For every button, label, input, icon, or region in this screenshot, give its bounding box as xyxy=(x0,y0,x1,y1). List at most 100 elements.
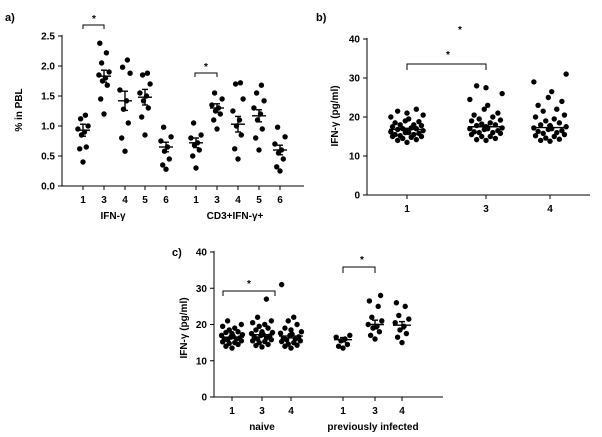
data-point xyxy=(483,137,489,144)
data-point xyxy=(285,318,291,324)
panel-c-yticks: 0 10 20 30 40 xyxy=(196,248,214,404)
panel-b: b) IFN-γ (pg/ml) 0 10 20 30 40 1 3 4 * * xyxy=(316,12,590,215)
xtick-label: 3 xyxy=(259,406,265,417)
panel-a-points xyxy=(75,40,288,174)
data-point xyxy=(476,129,482,136)
data-point xyxy=(397,122,403,128)
data-point xyxy=(232,146,238,152)
data-point xyxy=(392,131,398,138)
data-point xyxy=(288,345,294,351)
data-point xyxy=(344,341,351,348)
data-point xyxy=(473,136,480,143)
data-point xyxy=(485,102,491,109)
data-point xyxy=(406,316,412,322)
ytick-label: 0.0 xyxy=(41,182,55,193)
data-point xyxy=(416,130,422,137)
xtick-label: 4 xyxy=(547,204,553,215)
panel-a-letter: a) xyxy=(5,12,15,24)
panel-c-group-label-naive: naive xyxy=(249,422,275,433)
xtick-label: 1 xyxy=(404,204,410,215)
data-point xyxy=(144,70,151,76)
xtick-label: 3 xyxy=(101,195,107,206)
data-point xyxy=(193,165,199,171)
data-point xyxy=(137,90,143,96)
ytick-label: 40 xyxy=(196,248,208,259)
data-point xyxy=(125,120,131,126)
data-point xyxy=(268,318,275,324)
xtick-label: 3 xyxy=(372,406,378,417)
data-point xyxy=(253,327,259,333)
data-point xyxy=(160,124,167,130)
data-point xyxy=(471,129,477,135)
data-point xyxy=(551,116,557,122)
data-point xyxy=(340,345,346,351)
data-point xyxy=(347,332,353,339)
data-point xyxy=(479,133,485,140)
data-point xyxy=(531,79,537,85)
data-point xyxy=(543,118,549,124)
data-point xyxy=(249,319,256,326)
data-point xyxy=(413,106,420,112)
data-point xyxy=(256,147,262,153)
data-point xyxy=(540,108,546,114)
xtick-label: 1 xyxy=(229,406,235,417)
data-point xyxy=(147,81,153,87)
xtick-label: 6 xyxy=(277,195,283,206)
data-point xyxy=(369,314,375,320)
data-point xyxy=(481,106,487,112)
data-point xyxy=(298,329,305,335)
panel-a-sig-bracket-2 xyxy=(194,72,218,77)
data-point xyxy=(188,135,194,141)
data-point xyxy=(563,71,569,77)
data-point xyxy=(487,133,493,140)
data-point xyxy=(104,82,111,88)
data-point xyxy=(259,126,265,132)
panel-b-points xyxy=(388,71,569,146)
xtick-label: 1 xyxy=(193,195,199,206)
data-point xyxy=(251,105,257,111)
data-point xyxy=(537,137,544,144)
data-point xyxy=(98,96,104,102)
data-point xyxy=(280,156,286,162)
data-point xyxy=(535,102,541,109)
data-point xyxy=(226,327,232,333)
data-point xyxy=(468,118,475,124)
data-point xyxy=(256,323,262,330)
data-point xyxy=(101,111,107,117)
data-point xyxy=(274,164,280,170)
data-point xyxy=(377,292,384,299)
data-point xyxy=(168,134,174,140)
data-point xyxy=(240,96,246,102)
ytick-label: 1.0 xyxy=(41,122,55,133)
data-point xyxy=(413,136,420,143)
data-point xyxy=(404,110,410,116)
data-point xyxy=(258,82,265,88)
ytick-label: 2.0 xyxy=(41,62,55,73)
data-point xyxy=(420,112,426,118)
data-point xyxy=(399,339,405,346)
data-point xyxy=(262,321,268,328)
data-point xyxy=(497,117,504,123)
data-point xyxy=(232,81,239,87)
data-point xyxy=(142,132,148,138)
data-point xyxy=(117,87,123,93)
data-point xyxy=(402,303,408,310)
data-point xyxy=(389,124,396,130)
data-point xyxy=(198,132,204,138)
data-point xyxy=(561,131,568,138)
data-point xyxy=(397,133,403,139)
data-point xyxy=(277,330,284,336)
data-point xyxy=(487,120,493,126)
data-point xyxy=(163,166,169,172)
data-point xyxy=(119,64,126,70)
data-point xyxy=(278,281,285,288)
data-point xyxy=(237,80,244,86)
panel-b-sig-bracket xyxy=(406,63,487,70)
xtick-label: 1 xyxy=(340,406,346,417)
data-point xyxy=(253,135,259,141)
data-point xyxy=(394,108,401,114)
data-point xyxy=(239,331,246,338)
data-point xyxy=(547,138,553,144)
ytick-label: 1.5 xyxy=(41,92,55,103)
